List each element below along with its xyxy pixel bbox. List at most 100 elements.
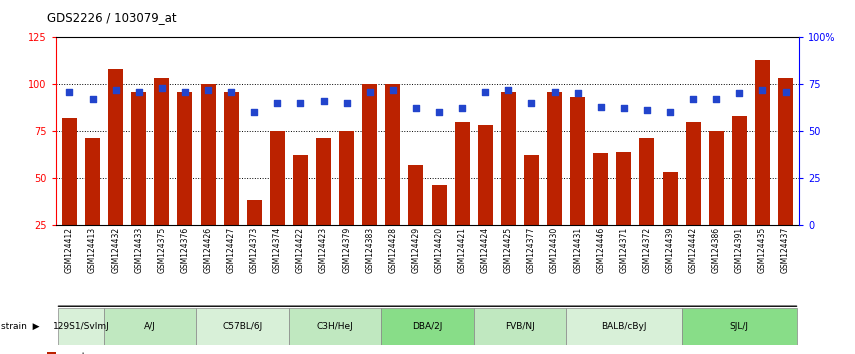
Bar [247, 200, 262, 272]
Text: GSM124391: GSM124391 [734, 227, 744, 273]
Text: GSM124372: GSM124372 [642, 227, 652, 273]
Point [479, 89, 492, 95]
Bar [201, 84, 215, 272]
Point [409, 105, 422, 111]
Text: GSM124375: GSM124375 [157, 227, 167, 273]
Point [640, 108, 654, 113]
Text: GSM124442: GSM124442 [688, 227, 698, 273]
Bar [566, 308, 681, 345]
Bar [386, 84, 400, 272]
Bar [409, 165, 423, 272]
Bar [593, 154, 608, 272]
Text: GSM124379: GSM124379 [342, 227, 351, 273]
Bar [524, 155, 539, 272]
Bar [686, 122, 700, 272]
Text: GSM124371: GSM124371 [619, 227, 628, 273]
Point [548, 89, 562, 95]
Point [571, 91, 585, 96]
Bar [224, 92, 239, 272]
Point [247, 109, 261, 115]
Point [710, 96, 723, 102]
Text: GSM124431: GSM124431 [573, 227, 582, 273]
Bar [131, 92, 146, 272]
Text: GSM124425: GSM124425 [504, 227, 513, 273]
Point [293, 100, 307, 106]
Point [779, 89, 793, 95]
Text: GSM124376: GSM124376 [180, 227, 190, 273]
Bar [339, 131, 354, 272]
Text: A/J: A/J [144, 322, 156, 331]
Point [617, 105, 631, 111]
Bar [270, 131, 285, 272]
Text: GSM124377: GSM124377 [527, 227, 536, 273]
Text: GSM124429: GSM124429 [411, 227, 421, 273]
Point [502, 87, 516, 92]
Point [132, 89, 145, 95]
Bar [732, 116, 747, 272]
Bar [108, 69, 123, 272]
Bar [755, 60, 770, 272]
Point [456, 105, 469, 111]
Text: strain  ▶: strain ▶ [1, 322, 39, 331]
Text: GSM124432: GSM124432 [111, 227, 121, 273]
Bar [663, 172, 677, 272]
Text: count: count [59, 352, 86, 354]
Bar [681, 308, 797, 345]
Bar [501, 92, 516, 272]
Bar [455, 122, 469, 272]
Text: GSM124386: GSM124386 [711, 227, 721, 273]
Text: GSM124374: GSM124374 [273, 227, 282, 273]
Bar [547, 92, 562, 272]
Text: SJL/J: SJL/J [730, 322, 749, 331]
Point [687, 96, 700, 102]
Point [201, 87, 215, 92]
Point [109, 87, 122, 92]
Point [663, 109, 677, 115]
Bar [478, 125, 492, 272]
Text: GSM124427: GSM124427 [227, 227, 236, 273]
Bar [178, 92, 192, 272]
Text: GDS2226 / 103079_at: GDS2226 / 103079_at [47, 11, 177, 24]
Bar [616, 152, 631, 272]
Text: GSM124413: GSM124413 [88, 227, 97, 273]
Bar [381, 308, 474, 345]
Bar [58, 308, 104, 345]
Bar [47, 352, 56, 354]
Text: GSM124430: GSM124430 [550, 227, 559, 273]
Point [86, 96, 99, 102]
Point [339, 100, 353, 106]
Point [270, 100, 284, 106]
Bar [474, 308, 566, 345]
Text: GSM124423: GSM124423 [319, 227, 328, 273]
Point [433, 109, 446, 115]
Text: DBA/2J: DBA/2J [412, 322, 443, 331]
Bar [289, 308, 381, 345]
Text: GSM124433: GSM124433 [134, 227, 144, 273]
Bar [293, 155, 308, 272]
Bar [778, 79, 793, 272]
Point [155, 85, 168, 91]
Bar [709, 131, 724, 272]
Text: BALB/cByJ: BALB/cByJ [601, 322, 646, 331]
Point [363, 89, 376, 95]
Point [178, 89, 192, 95]
Text: C57BL/6J: C57BL/6J [222, 322, 262, 331]
Bar [197, 308, 289, 345]
Text: GSM124439: GSM124439 [665, 227, 675, 273]
Bar [104, 308, 197, 345]
Bar [640, 138, 654, 272]
Text: C3H/HeJ: C3H/HeJ [316, 322, 353, 331]
Text: GSM124373: GSM124373 [250, 227, 259, 273]
Point [224, 89, 238, 95]
Text: FVB/NJ: FVB/NJ [505, 322, 534, 331]
Bar [363, 84, 377, 272]
Bar [155, 79, 169, 272]
Text: GSM124426: GSM124426 [203, 227, 213, 273]
Text: GSM124435: GSM124435 [758, 227, 767, 273]
Text: GSM124421: GSM124421 [457, 227, 467, 273]
Point [62, 89, 76, 95]
Point [594, 104, 608, 109]
Text: GSM124383: GSM124383 [365, 227, 374, 273]
Bar [316, 138, 331, 272]
Bar [570, 97, 585, 272]
